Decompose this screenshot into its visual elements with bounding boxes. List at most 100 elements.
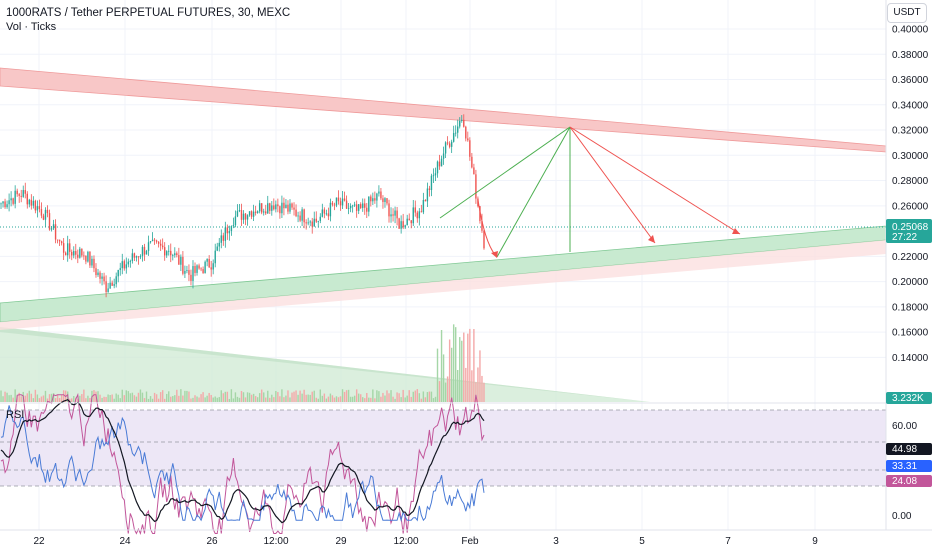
current-price-badge: 0.25068 27:22 <box>886 219 932 243</box>
candle-body <box>424 199 427 202</box>
candle-body <box>256 211 259 213</box>
volume-bar <box>459 337 461 402</box>
candle-body <box>434 173 437 176</box>
price-axis[interactable]: 0.40000 0.38000 0.36000 0.34000 0.32000 0.300… <box>892 25 929 364</box>
volume-bar <box>434 396 437 402</box>
time-axis[interactable]: 22 24 26 12:00 29 12:00 Feb 3 5 7 9 <box>33 536 818 547</box>
candle-body <box>71 251 73 256</box>
volume-bar <box>115 393 117 402</box>
volume-bar <box>180 389 182 402</box>
volume-bar <box>420 398 423 402</box>
volume-bar <box>483 382 485 402</box>
volume-area-edge <box>0 327 650 402</box>
candle-body <box>392 214 394 216</box>
volume-bar <box>159 392 162 402</box>
candle-body <box>198 265 200 269</box>
candle-body <box>321 209 324 217</box>
candle-body <box>299 215 301 221</box>
candle-body <box>303 209 305 223</box>
volume-bar <box>444 382 447 402</box>
support-band-lower <box>0 240 886 330</box>
volume-bar <box>236 396 239 402</box>
arrow-red-1 <box>569 126 656 244</box>
candle-body <box>368 196 370 212</box>
candle-body <box>238 210 241 212</box>
indicator-legend[interactable]: Vol · Ticks <box>6 21 57 33</box>
volume-bar <box>139 389 142 402</box>
candle-body <box>81 248 83 256</box>
volume-bar <box>238 397 241 402</box>
candle-body <box>200 268 202 270</box>
candle-body <box>109 282 111 289</box>
candle-body <box>16 190 18 195</box>
volume-bar <box>214 396 216 402</box>
candle-body <box>139 256 142 258</box>
candle-body <box>327 213 330 217</box>
candle-body <box>277 204 279 207</box>
volume-bar <box>283 397 285 402</box>
candle-body <box>204 261 206 274</box>
candle-body <box>285 204 287 209</box>
price-tick-7: 0.26000 <box>892 201 929 212</box>
volume-bar <box>127 391 130 402</box>
candle-body <box>22 190 24 197</box>
candle-body <box>412 207 414 224</box>
volume-bar <box>166 393 168 402</box>
candle-body <box>414 207 416 213</box>
symbol-title[interactable]: 1000RATS / Tether PERPETUAL FUTURES, 30,… <box>6 7 291 19</box>
volume-bar <box>6 392 8 402</box>
candle-body <box>153 239 156 241</box>
volume-bar <box>216 397 218 402</box>
candle-body <box>131 253 134 261</box>
candle-body <box>190 274 192 281</box>
candle-body <box>469 140 471 157</box>
rsi-tick-0: 0.00 <box>892 511 912 522</box>
volume-bar <box>190 398 192 402</box>
volume-bar <box>58 398 61 402</box>
volume-bar <box>353 395 356 402</box>
volume-bar <box>337 397 340 402</box>
volume-bar <box>30 393 33 402</box>
volume-bar <box>210 394 212 402</box>
volume-bar <box>230 389 233 402</box>
time-tick-9: 7 <box>725 536 731 547</box>
volume-bar <box>335 396 338 402</box>
candle-body <box>121 261 123 269</box>
volume-bar <box>341 389 344 402</box>
volume-bar <box>248 392 251 402</box>
volume-bar <box>384 395 386 402</box>
volume-bar <box>26 393 28 402</box>
volume-bar <box>347 389 350 402</box>
volume-bar <box>277 392 279 402</box>
candle-body <box>463 119 465 127</box>
candle-body <box>355 204 358 211</box>
candle-body <box>454 132 457 134</box>
time-tick-10: 9 <box>812 536 818 547</box>
volume-bar <box>89 397 91 402</box>
candle-body <box>481 221 483 231</box>
volume-bar <box>269 397 271 402</box>
volume-bar <box>279 396 281 402</box>
candle-body <box>36 206 39 211</box>
candle-body <box>293 207 295 210</box>
candle-body <box>442 153 445 159</box>
volume-bar <box>48 394 51 402</box>
candle-body <box>250 211 253 217</box>
candle-body <box>32 200 35 206</box>
candle-body <box>252 211 255 217</box>
candle-body <box>242 213 245 220</box>
candle-body <box>119 268 121 270</box>
candle-body <box>258 203 261 212</box>
candle-body <box>218 242 220 247</box>
rsi-legend[interactable]: RSI <box>6 409 25 421</box>
volume-bar <box>125 390 128 402</box>
volume-bar <box>32 398 35 402</box>
candle-body <box>317 220 319 222</box>
candle-body <box>170 250 172 256</box>
volume-bar <box>107 394 109 402</box>
volume-bar <box>36 394 39 402</box>
currency-button[interactable]: USDT <box>887 3 927 23</box>
candle-body <box>360 204 362 208</box>
candle-body <box>329 202 332 217</box>
